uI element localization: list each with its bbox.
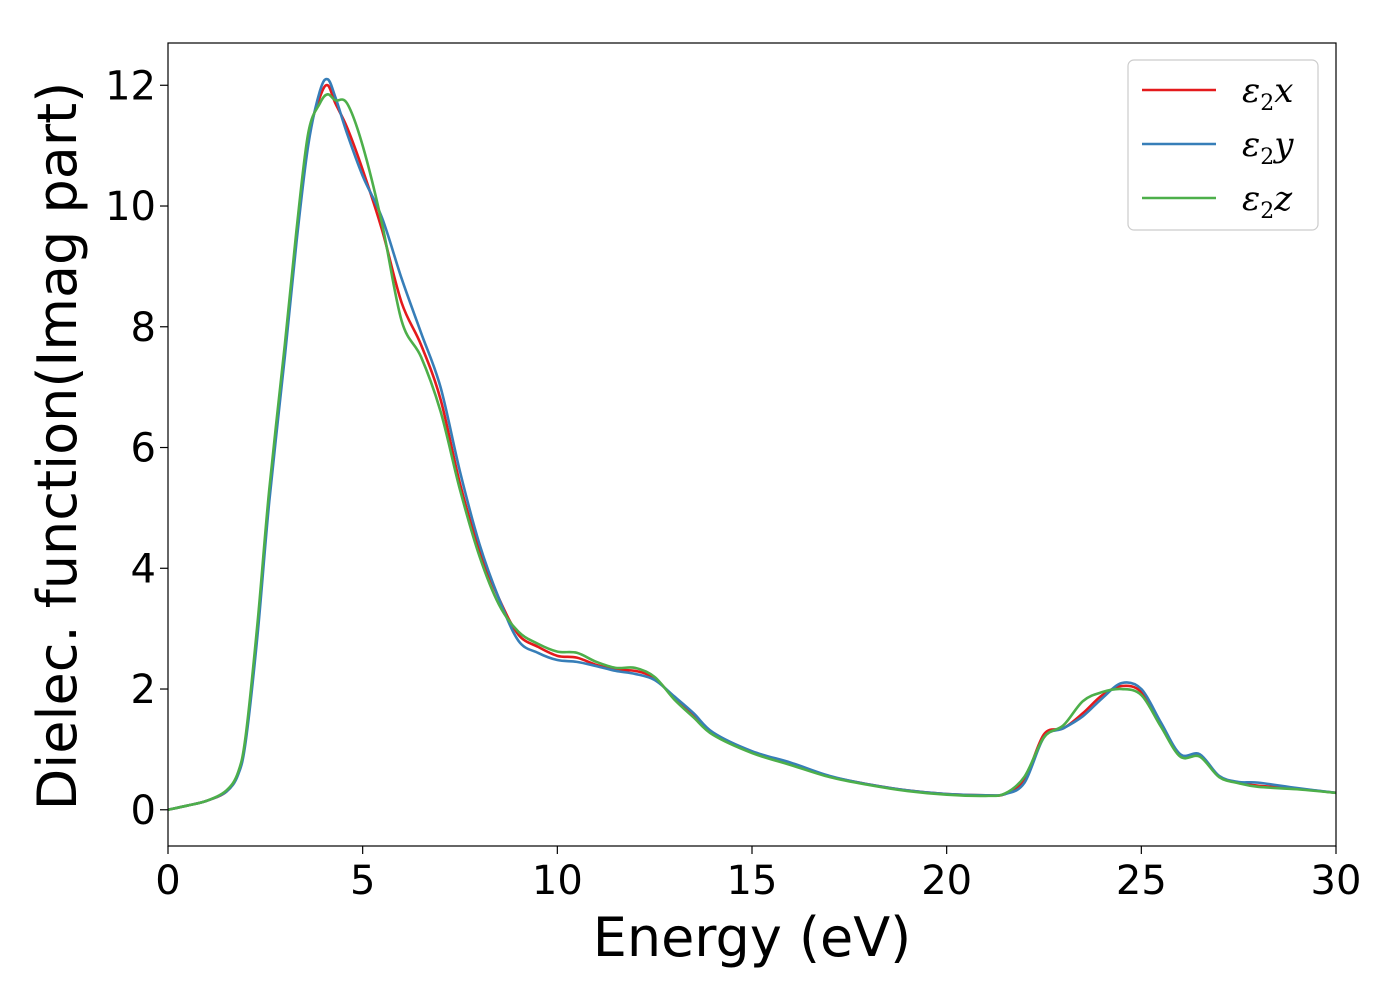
x-tick-label: 10 [532, 858, 583, 904]
x-tick-label: 25 [1116, 858, 1167, 904]
y-tick-label: 12 [105, 63, 156, 109]
y-tick-label: 0 [131, 788, 156, 834]
legend-label-x: ε2x [1242, 71, 1293, 116]
legend-label-z: ε2z [1242, 179, 1293, 224]
legend-box [1127, 59, 1319, 231]
y-tick-label: 8 [131, 305, 156, 351]
y-tick-label: 6 [131, 426, 156, 472]
x-tick-label: 15 [727, 858, 778, 904]
legend: ε2x ε2y ε2z [1127, 59, 1319, 231]
series-layer [168, 77, 1336, 812]
y-axis-title: Dielec. function(Imag part) [26, 82, 89, 811]
x-axis: 0 5 10 15 20 25 30 [155, 846, 1361, 904]
legend-label-y: ε2y [1242, 125, 1294, 170]
x-tick-label: 0 [155, 858, 180, 904]
series-line-z [168, 93, 1336, 812]
x-tick-label: 5 [350, 858, 375, 904]
y-tick-label: 10 [105, 184, 156, 230]
x-tick-label: 20 [921, 858, 972, 904]
y-tick-label: 2 [131, 667, 156, 713]
x-axis-title: Energy (eV) [593, 906, 912, 969]
y-tick-label: 4 [131, 546, 156, 592]
x-tick-label: 30 [1311, 858, 1362, 904]
y-axis: 0 2 4 6 8 10 12 [105, 63, 168, 834]
